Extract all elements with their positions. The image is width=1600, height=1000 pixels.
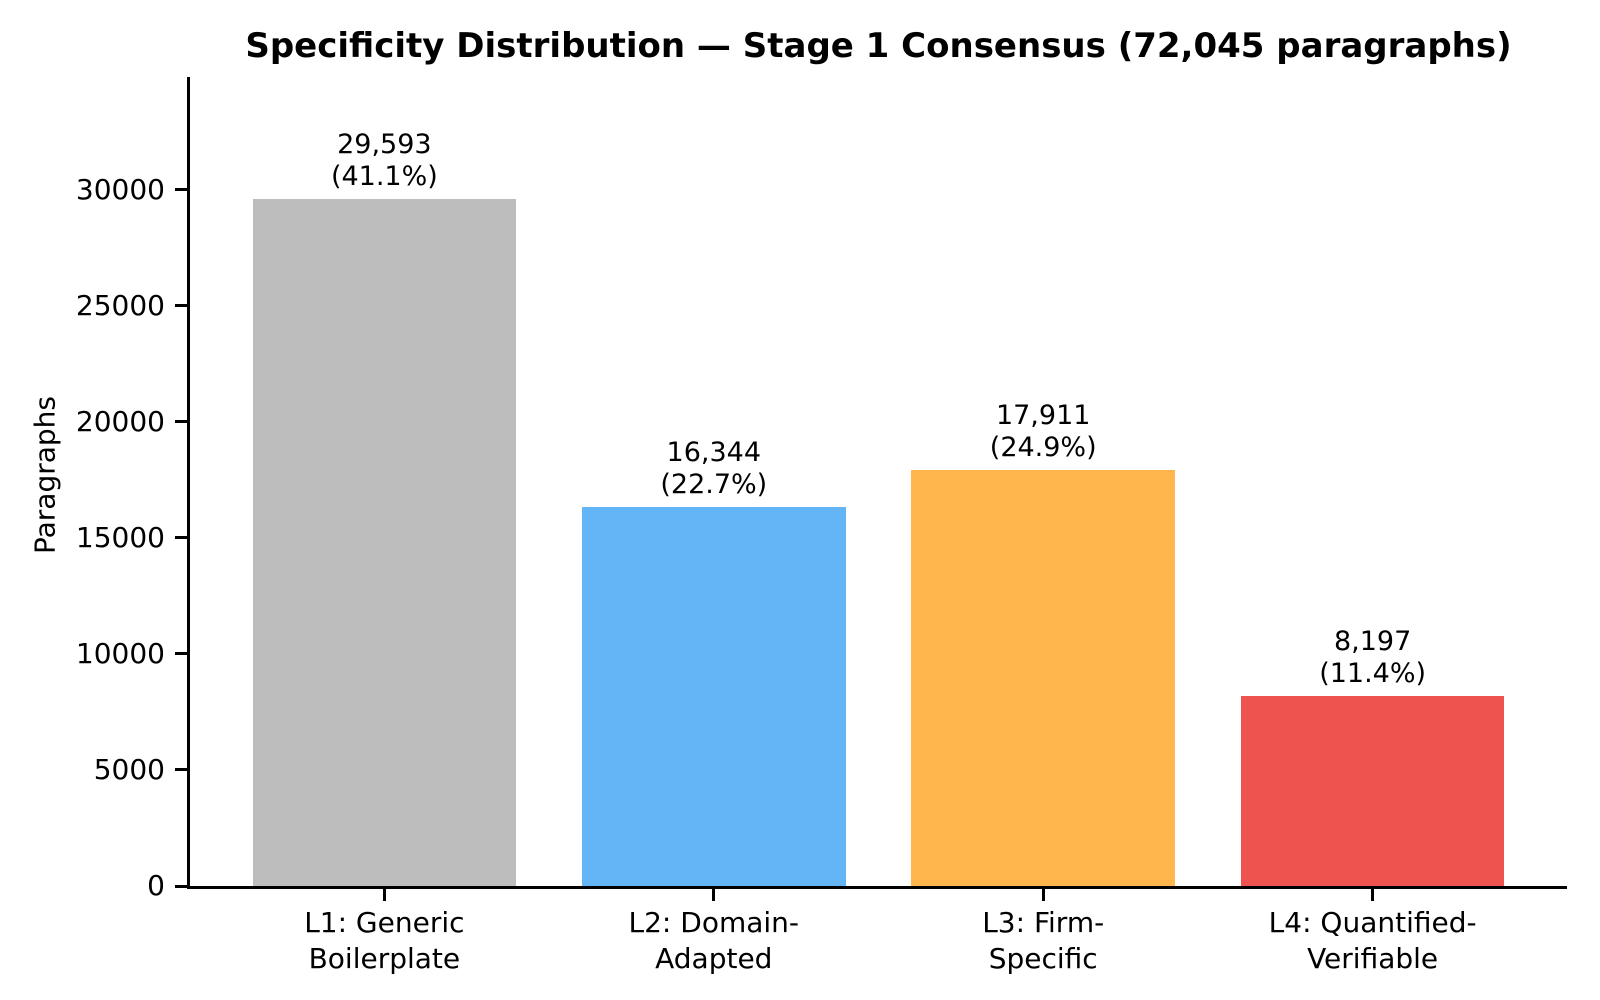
y-tick-label: 30000 <box>75 172 165 206</box>
y-tick-label: 25000 <box>75 288 165 322</box>
y-tick-label: 15000 <box>75 520 165 554</box>
x-tick-label: L3: Firm- Specific <box>982 906 1105 975</box>
y-axis-line <box>187 77 190 889</box>
x-tick-mark <box>1371 889 1375 901</box>
y-tick-mark <box>175 420 187 424</box>
y-tick-label: 0 <box>147 869 165 902</box>
x-tick-label: L2: Domain- Adapted <box>628 906 800 975</box>
y-tick-mark <box>175 768 187 772</box>
x-tick-mark <box>712 889 716 901</box>
x-tick-label: L1: Generic Boilerplate <box>304 906 465 975</box>
y-tick-mark <box>175 304 187 308</box>
x-tick-label: L4: Quantified- Verifiable <box>1268 906 1477 975</box>
bar-value-label: 16,344 (22.7%) <box>660 436 768 500</box>
bar-value-label: 17,911 (24.9%) <box>989 400 1097 464</box>
chart-title: Specificity Distribution — Stage 1 Conse… <box>245 26 1512 66</box>
bar-l3 <box>911 470 1175 886</box>
y-tick-mark <box>175 188 187 192</box>
plot-area: 0 5000 10000 15000 20000 25000 30000 29,593 (4… <box>76 77 1567 975</box>
bar-l4 <box>1240 695 1505 886</box>
x-tick-mark <box>1041 889 1045 901</box>
y-tick-label: 5000 <box>93 752 165 786</box>
y-tick-label: 20000 <box>75 404 165 438</box>
bar-l1 <box>252 199 517 886</box>
y-tick-mark <box>175 884 187 888</box>
y-tick-mark <box>175 536 187 540</box>
bar-value-label: 29,593 (41.1%) <box>330 129 438 193</box>
y-tick-label: 10000 <box>75 636 165 670</box>
bar-l2 <box>582 506 846 886</box>
bar-value-label: 8,197 (11.4%) <box>1319 625 1427 689</box>
y-tick-mark <box>175 652 187 656</box>
x-tick-mark <box>382 889 386 901</box>
x-axis-line <box>187 886 1567 889</box>
